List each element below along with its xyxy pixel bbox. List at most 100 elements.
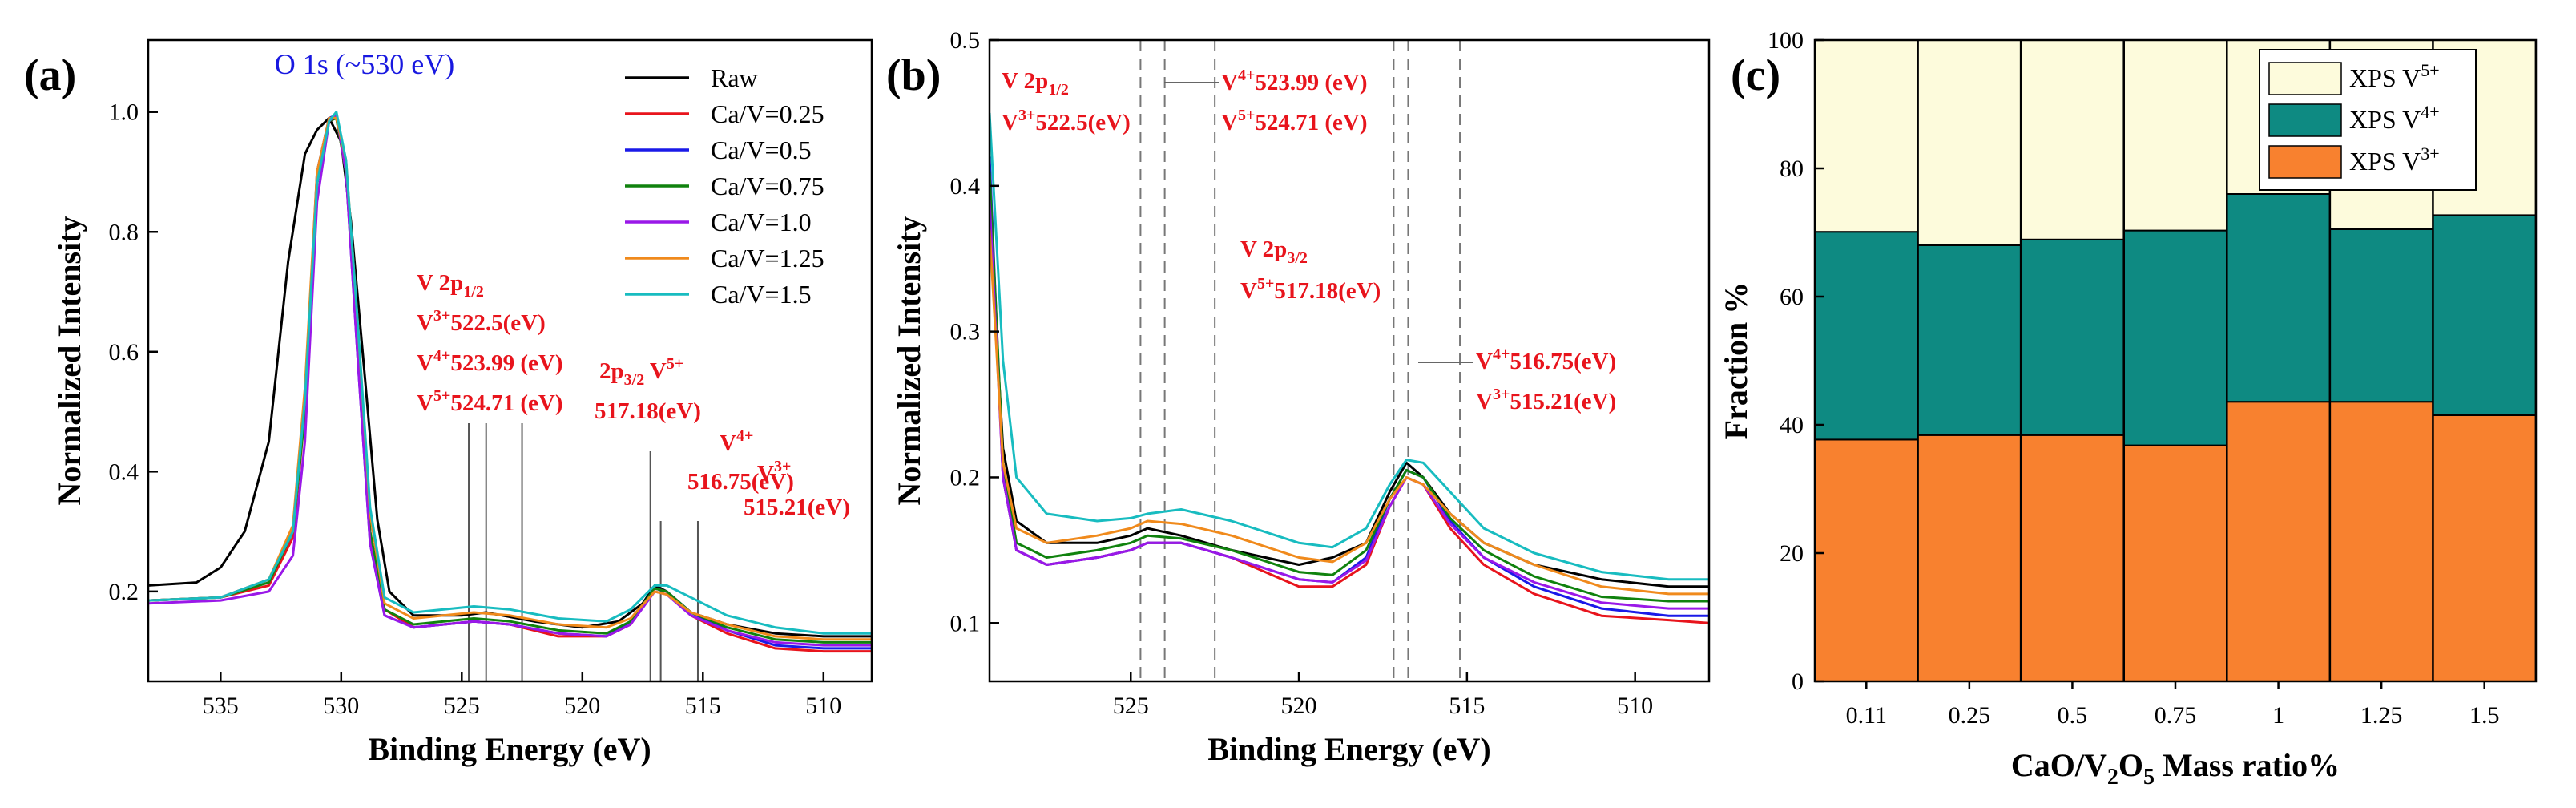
bar-xps-v4--0-5 <box>2020 238 2125 436</box>
panel-c-xticks: 0.11 0.25 0.5 0.75 1 1.25 1.5 <box>1846 681 2500 729</box>
legend-swatch <box>2268 145 2342 179</box>
series-line-ca-v-1-25 <box>990 229 1709 596</box>
legend-label: XPS V4+ <box>2349 102 2440 134</box>
a-v2p12-label: V 2p1/2 <box>417 270 484 301</box>
panel-a-legend: Raw Ca/V=0.25 Ca/V=0.5 Ca/V=0.75 Ca/V=1.0 Ca/… <box>625 63 824 309</box>
panel-a-frame <box>147 38 873 683</box>
legend-swatch <box>2268 103 2342 137</box>
a-v3b-label: V3+ <box>757 458 791 487</box>
bar-xps-v4--1-25 <box>2329 228 2434 403</box>
a-v4b-value: 516.75(eV) <box>687 469 794 495</box>
series-line-ca-v-1-5 <box>148 111 872 635</box>
b-v2p12-label: V 2p1/2 <box>1002 68 1069 99</box>
y-tick-label: 40 <box>1780 412 1804 438</box>
panel-b-callout: V 2p1/2 V3+522.5(eV) V4+523.99 (eV) V5+5… <box>1002 67 1616 414</box>
a-v4-label: V4+523.99 (eV) <box>417 347 563 376</box>
panel-b-xticks: 525 520 515 510 <box>1113 672 1653 719</box>
legend-label: Ca/V=1.25 <box>711 244 824 273</box>
x-tick-label: 0.11 <box>1846 702 1887 729</box>
y-tick-label: 0.8 <box>109 219 139 245</box>
panel-c: (c) 0.11 0.25 0.5 0.75 1 1.25 1.5 0 20 40 60 80 100… <box>1718 27 2538 790</box>
panel-c-label: (c) <box>1731 50 1780 100</box>
x-tick-label: 520 <box>564 693 600 719</box>
b-v517-label: V5+517.18(eV) <box>1240 275 1381 304</box>
bar-xps-v3--0-25 <box>1917 434 2022 682</box>
y-tick-label: 20 <box>1780 540 1804 567</box>
x-tick-label: 510 <box>1617 693 1653 719</box>
b-v4b-label: V4+516.75(eV) <box>1476 345 1616 374</box>
series-line-ca-v-0-5 <box>990 156 1709 617</box>
legend-label: Ca/V=0.25 <box>711 99 824 128</box>
x-tick-label: 515 <box>685 693 721 719</box>
y-tick-label: 0.4 <box>950 173 981 200</box>
y-tick-label: 0.2 <box>109 579 139 605</box>
y-tick-label: 1.0 <box>109 99 139 126</box>
legend-label: XPS V5+ <box>2349 60 2440 92</box>
panel-c-bars <box>1814 39 2537 683</box>
bar-xps-v5--0-25 <box>1917 39 2022 246</box>
b-v3b-label: V3+515.21(eV) <box>1476 386 1616 414</box>
y-tick-label: 0 <box>1792 669 1804 695</box>
series-line-ca-v-1-0 <box>148 114 872 647</box>
bar-xps-v3--1-25 <box>2329 401 2434 682</box>
series-line-ca-v-1-5 <box>990 112 1709 581</box>
bar-xps-v3--0-75 <box>2123 444 2227 682</box>
legend-label: Ca/V=0.5 <box>711 135 812 164</box>
panel-a-xlabel: Binding Energy (eV) <box>368 731 651 767</box>
bar-xps-v5--0-75 <box>2123 39 2227 232</box>
y-tick-label: 100 <box>1768 27 1804 54</box>
a-v3-label: V3+522.5(eV) <box>417 307 546 336</box>
a-v5-label: V5+524.71 (eV) <box>417 387 563 416</box>
panel-b-ylabel: Normalized Intensity <box>891 216 927 505</box>
bar-xps-v5--0-5 <box>2020 39 2125 240</box>
panel-a-label: (a) <box>24 50 76 100</box>
legend-label: Ca/V=1.0 <box>711 208 812 236</box>
panel-a-callout: V 2p1/2 V3+522.5(eV) V4+523.99 (eV) V5+5… <box>417 270 850 520</box>
panel-a-yticks: 0.2 0.4 0.6 0.8 1.0 <box>109 99 158 605</box>
bar-xps-v4--0-25 <box>1917 244 2022 436</box>
legend-label: Raw <box>711 63 758 92</box>
panel-b-yticks: 0.1 0.2 0.3 0.4 0.5 <box>950 27 999 636</box>
panel-b-curves <box>990 112 1709 624</box>
x-tick-label: 525 <box>1113 693 1149 719</box>
b-v5-label: V5+524.71 (eV) <box>1221 107 1368 135</box>
panel-a: (a) 535 530 525 520 515 510 0.2 0.4 0.6 0.8 1.0 B… <box>24 38 873 767</box>
panel-a-title: O 1s (~530 eV) <box>275 48 454 80</box>
panel-c-yticks: 0 20 40 60 80 100 <box>1768 27 1824 695</box>
x-tick-label: 1.5 <box>2469 702 2500 729</box>
bar-xps-v4--1 <box>2226 193 2331 403</box>
y-tick-label: 80 <box>1780 156 1804 182</box>
legend-swatch <box>2268 62 2342 95</box>
a-v3b-value: 515.21(eV) <box>744 495 850 520</box>
bar-xps-v4--0-11 <box>1814 231 1919 441</box>
panel-b-xlabel: Binding Energy (eV) <box>1207 731 1490 767</box>
x-tick-label: 535 <box>203 693 239 719</box>
x-tick-label: 1.25 <box>2360 702 2403 729</box>
bar-xps-v3--0-11 <box>1814 438 1919 683</box>
y-tick-label: 0.4 <box>109 459 139 485</box>
bar-xps-v4--1-5 <box>2432 214 2537 416</box>
panel-b: (b) 525 520 515 510 0.1 0.2 0.3 0.4 0.5 Binding… <box>886 27 1711 767</box>
series-line-ca-v-1-0 <box>990 200 1709 610</box>
y-tick-label: 0.5 <box>950 27 981 54</box>
a-v517-label: 517.18(eV) <box>595 398 701 424</box>
y-tick-label: 0.6 <box>109 339 139 366</box>
y-tick-label: 0.1 <box>950 610 981 636</box>
x-tick-label: 0.25 <box>1949 702 1991 729</box>
panel-a-xticks: 535 530 525 520 515 510 <box>203 672 841 719</box>
x-tick-label: 525 <box>444 693 480 719</box>
bar-xps-v3--1-5 <box>2432 414 2537 682</box>
legend-label: Ca/V=1.5 <box>711 280 812 309</box>
panel-a-curves <box>148 111 872 653</box>
x-tick-label: 0.75 <box>2155 702 2197 729</box>
bar-xps-v5--0-11 <box>1814 39 1919 233</box>
x-tick-label: 515 <box>1449 693 1485 719</box>
panel-a-ylabel: Normalized Intensity <box>51 216 87 505</box>
b-v3-label: V3+522.5(eV) <box>1002 107 1131 135</box>
panel-b-frame <box>988 38 1711 683</box>
legend-label: Ca/V=0.75 <box>711 172 824 200</box>
x-tick-label: 1 <box>2272 702 2284 729</box>
y-tick-label: 60 <box>1780 284 1804 310</box>
x-tick-label: 530 <box>323 693 359 719</box>
